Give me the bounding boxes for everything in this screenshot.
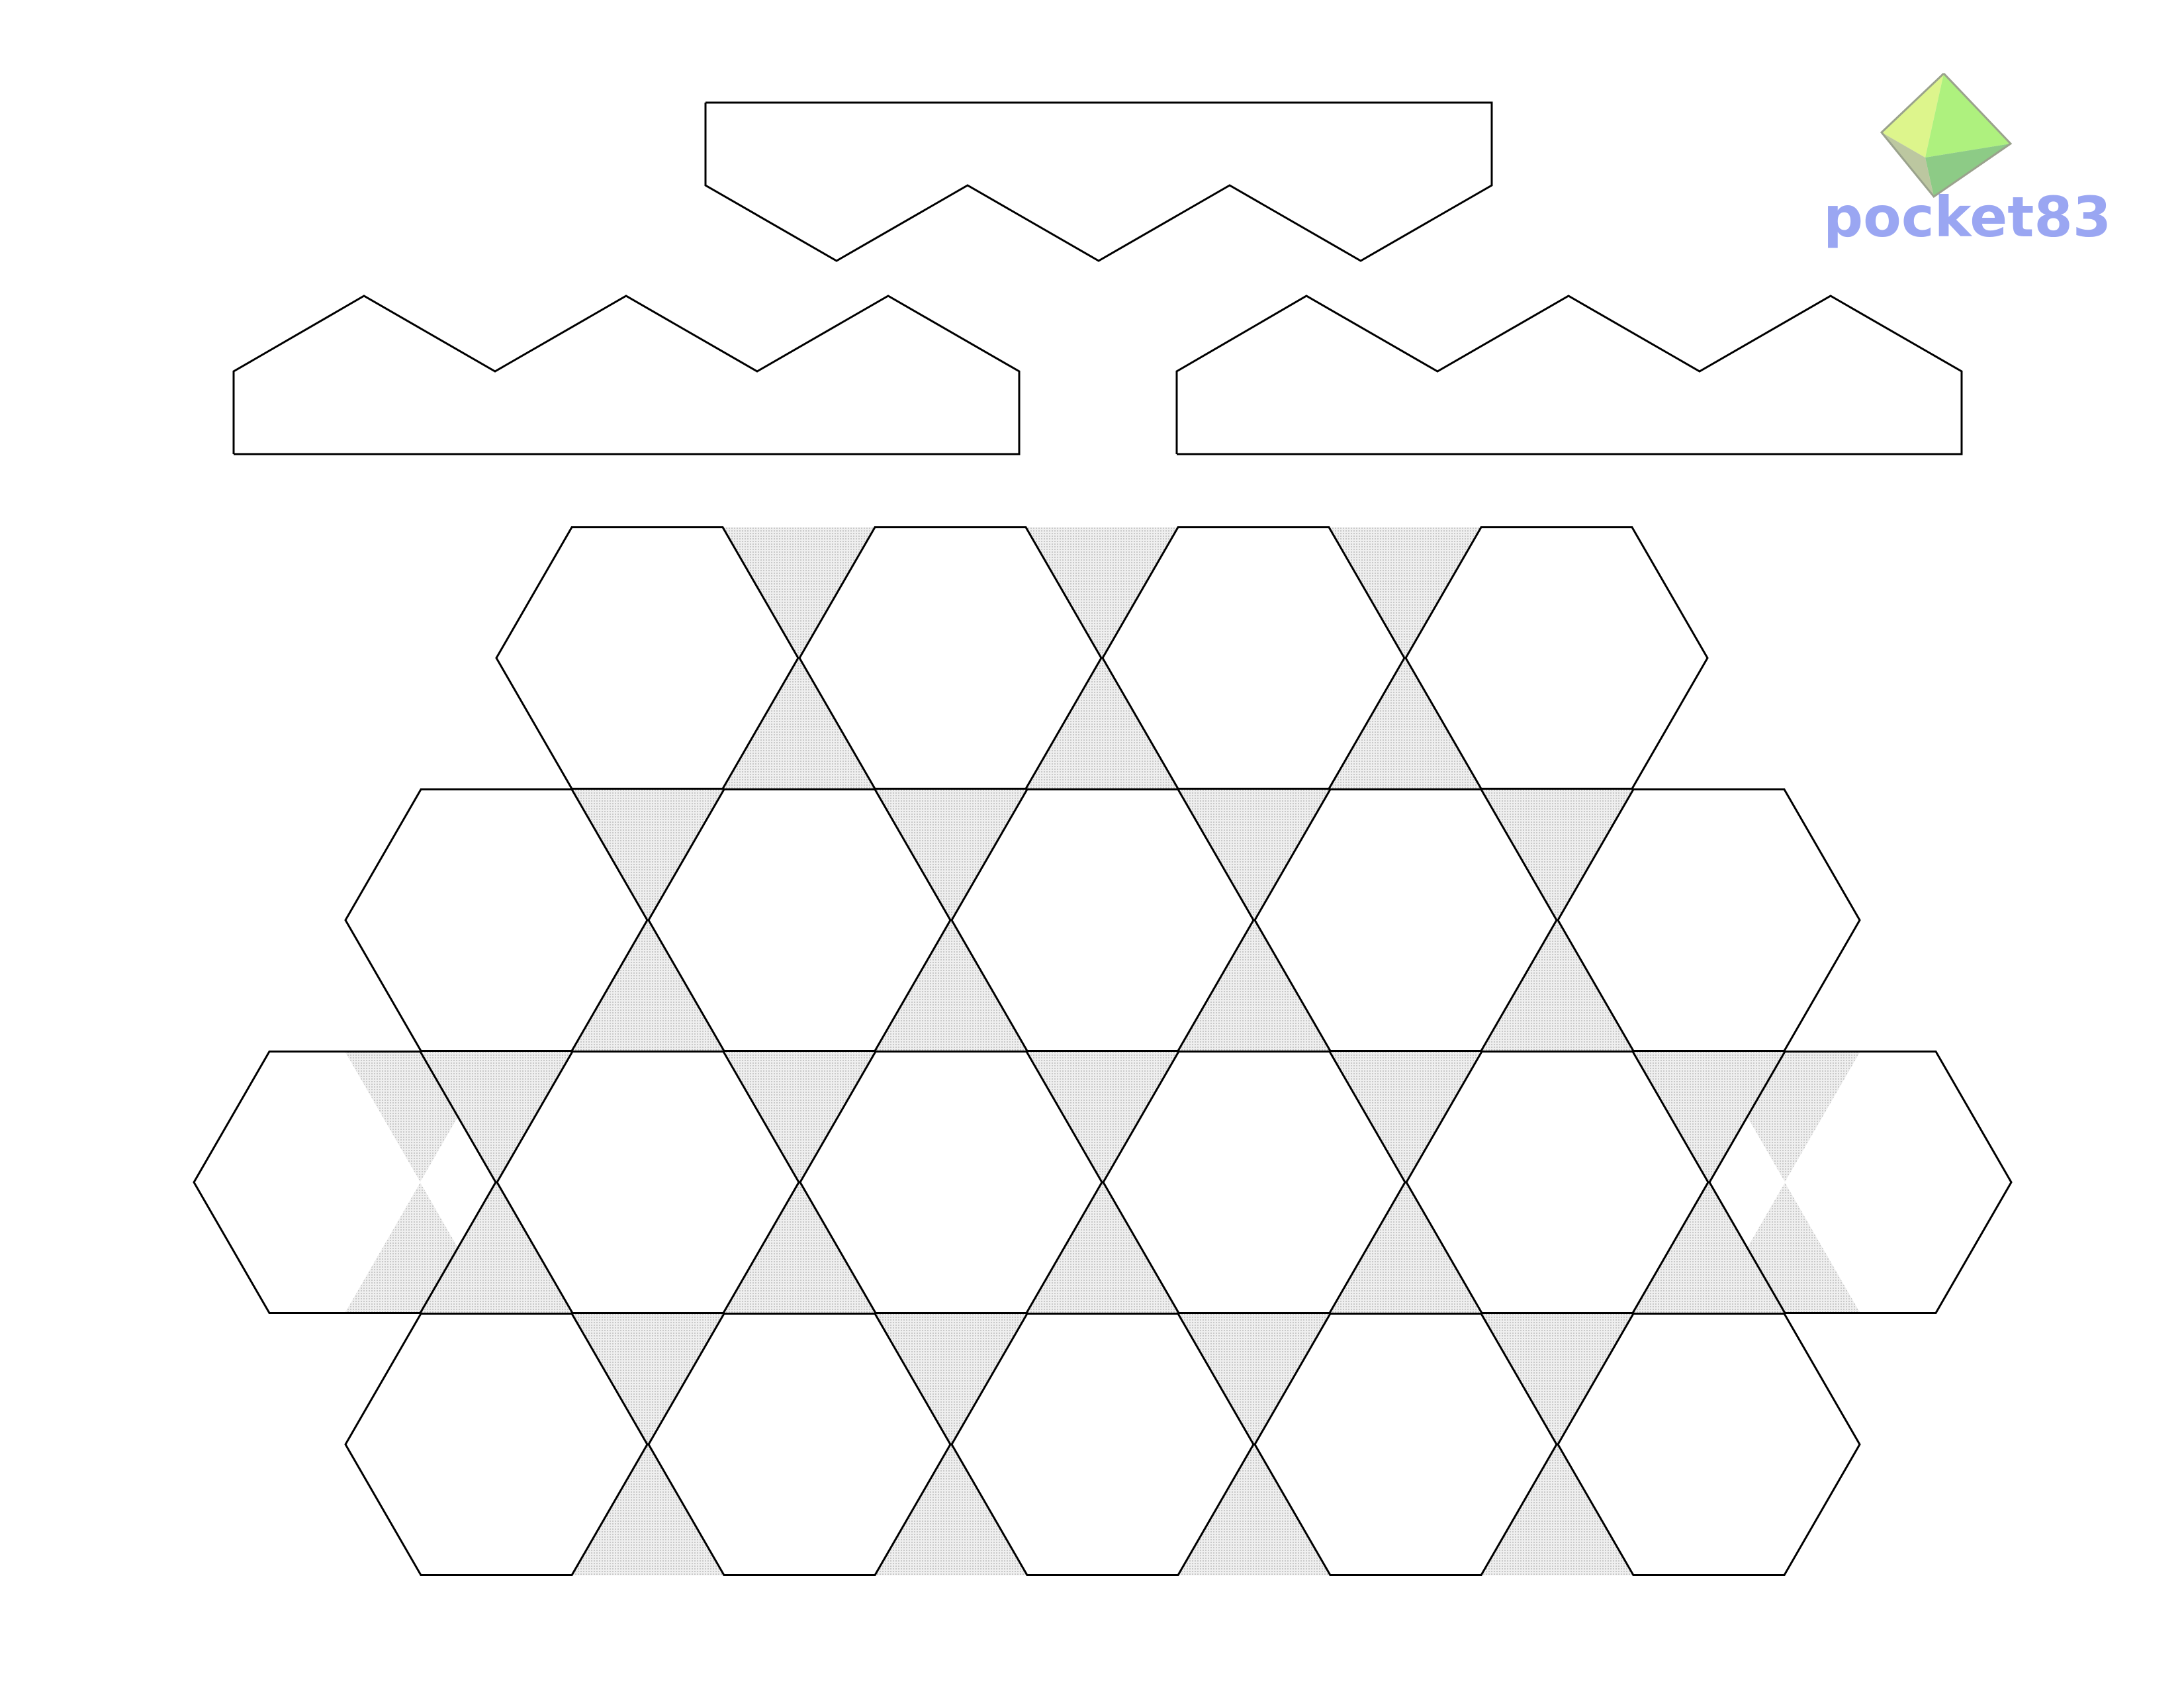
shaded-triangle xyxy=(1482,920,1633,1051)
shaded-triangle xyxy=(876,920,1026,1051)
shaded-triangle xyxy=(723,527,874,658)
left-zigzag-strip xyxy=(232,295,1021,455)
shaded-triangle xyxy=(1330,1182,1481,1313)
shaded-triangle xyxy=(572,789,723,920)
shaded-triangle xyxy=(1179,1444,1330,1575)
shaded-triangle xyxy=(876,789,1026,920)
top-zigzag-strip xyxy=(704,101,1493,262)
octahedron-outline xyxy=(1880,72,2013,199)
shaded-triangle xyxy=(572,1313,723,1444)
hexagon-face xyxy=(1253,1313,1558,1576)
shaded-triangle xyxy=(1027,1051,1178,1182)
shaded-triangle xyxy=(1179,789,1330,920)
octahedron-face-right xyxy=(1925,73,2011,158)
shaded-triangle xyxy=(724,1182,875,1313)
shaded-triangle xyxy=(1026,527,1177,658)
hexagon-face xyxy=(647,1313,952,1576)
shaded-triangle xyxy=(723,658,874,789)
shaded-triangle xyxy=(1027,1182,1178,1313)
hexagon-face xyxy=(1101,526,1406,790)
hexagon-grid xyxy=(193,526,2013,1576)
shaded-triangle xyxy=(876,1313,1026,1444)
hexagon-face xyxy=(495,526,799,790)
shaded-triangle xyxy=(1482,789,1633,920)
logo: pocket83 xyxy=(1823,72,2111,250)
octahedron-face-bottom xyxy=(1925,144,2011,197)
shaded-triangle xyxy=(1482,1313,1633,1444)
hexagon-face xyxy=(950,1313,1255,1576)
shaded-triangle xyxy=(1709,1182,1860,1313)
hexagon-face xyxy=(344,1313,649,1576)
shaded-triangle xyxy=(1179,920,1330,1051)
shaded-triangle xyxy=(345,1051,496,1182)
shaded-triangle xyxy=(1330,527,1480,658)
shaded-triangle xyxy=(724,1051,875,1182)
octahedron-face-left xyxy=(1882,73,1944,158)
shaded-triangle xyxy=(572,1444,723,1575)
shaded-triangle xyxy=(876,1444,1026,1575)
shaded-triangle xyxy=(345,1182,496,1313)
hexagon-face xyxy=(1557,1313,1861,1576)
right-zigzag-strip xyxy=(1175,295,1963,455)
shaded-triangle xyxy=(572,920,723,1051)
logo-text: pocket83 xyxy=(1823,185,2111,250)
hexagon-face xyxy=(1404,526,1709,790)
hexagon-face xyxy=(1708,1051,2013,1314)
shaded-triangle xyxy=(1330,1051,1481,1182)
shaded-triangle xyxy=(1482,1444,1633,1575)
shaded-triangle xyxy=(1179,1313,1330,1444)
hexagon-face xyxy=(798,526,1103,790)
shaded-triangle xyxy=(1709,1051,1860,1182)
shaded-triangle xyxy=(1026,658,1177,789)
shaded-triangle-layer xyxy=(345,527,1860,1575)
octahedron-icon xyxy=(1880,72,2013,199)
shaded-triangle xyxy=(1330,658,1480,789)
zigzag-strips xyxy=(232,101,1963,455)
